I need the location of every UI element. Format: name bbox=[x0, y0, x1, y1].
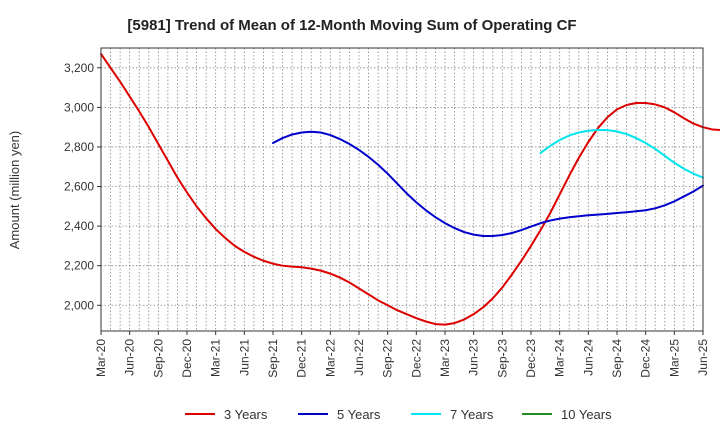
x-tick-label: Sep-23 bbox=[495, 339, 509, 378]
x-tick-label: Jun-25 bbox=[696, 339, 710, 376]
x-tick-label: Mar-23 bbox=[438, 339, 452, 377]
y-tick-label: 2,200 bbox=[64, 259, 94, 273]
x-tick-label: Sep-22 bbox=[381, 339, 395, 378]
x-tick-label: Mar-20 bbox=[94, 339, 108, 377]
legend: 3 Years 5 Years 7 Years 10 Years bbox=[185, 407, 612, 422]
y-tick-label: 2,800 bbox=[64, 140, 94, 154]
x-tick-label: Mar-22 bbox=[323, 339, 337, 377]
y-tick-label: 3,200 bbox=[64, 61, 94, 75]
x-tick-label: Dec-24 bbox=[639, 339, 653, 378]
x-tick-label: Jun-24 bbox=[581, 339, 595, 376]
x-tick-label: Dec-21 bbox=[295, 339, 309, 378]
y-axis-ticks: 2,000 2,200 2,400 2,600 2,800 3,000 3,200 bbox=[64, 61, 101, 312]
x-tick-label: Dec-23 bbox=[524, 339, 538, 378]
series-line-5-years bbox=[272, 130, 704, 238]
x-tick-label: Mar-21 bbox=[209, 339, 223, 377]
y-tick-label: 2,000 bbox=[64, 298, 94, 312]
y-axis-label: Amount (million yen) bbox=[7, 131, 22, 250]
plot-frame bbox=[100, 47, 704, 332]
x-tick-label: Jun-21 bbox=[237, 339, 251, 376]
x-tick-label: Jun-20 bbox=[123, 339, 137, 376]
legend-label-7-years: 7 Years bbox=[450, 407, 494, 422]
x-tick-label: Jun-22 bbox=[352, 339, 366, 376]
x-tick-label: Dec-20 bbox=[180, 339, 194, 378]
legend-label-10-years: 10 Years bbox=[561, 407, 612, 422]
series-line-7-years bbox=[539, 128, 704, 179]
x-tick-label: Dec-22 bbox=[409, 339, 423, 378]
series-line-3-years bbox=[100, 52, 720, 326]
x-tick-label: Sep-21 bbox=[266, 339, 280, 378]
y-tick-label: 2,400 bbox=[64, 219, 94, 233]
y-tick-label: 2,600 bbox=[64, 180, 94, 194]
x-tick-label: Mar-25 bbox=[667, 339, 681, 377]
legend-label-5-years: 5 Years bbox=[337, 407, 381, 422]
x-tick-label: Jun-23 bbox=[467, 339, 481, 376]
x-tick-label: Sep-24 bbox=[610, 339, 624, 378]
legend-label-3-years: 3 Years bbox=[224, 407, 268, 422]
chart-title: [5981] Trend of Mean of 12-Month Moving … bbox=[127, 17, 576, 34]
y-tick-label: 3,000 bbox=[64, 100, 94, 114]
series-lines bbox=[100, 52, 720, 326]
x-tick-label: Mar-24 bbox=[553, 339, 567, 377]
x-axis-ticks: Mar-20 Jun-20 Sep-20 Dec-20 Mar-21 Jun-21 Sep-… bbox=[94, 331, 710, 378]
x-tick-label: Sep-20 bbox=[151, 339, 165, 378]
